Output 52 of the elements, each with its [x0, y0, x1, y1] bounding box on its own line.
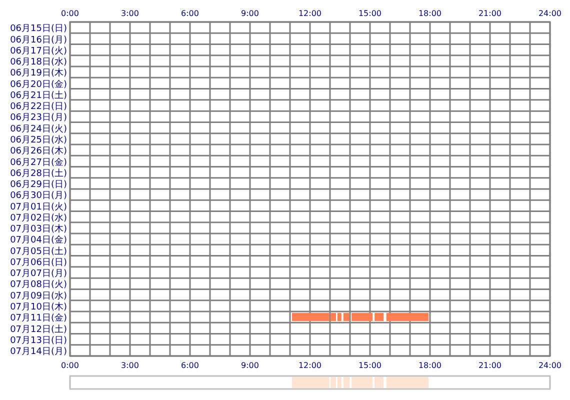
y-tick-label: 07月05日(土)	[10, 246, 67, 257]
y-tick-label: 06月29日(日)	[10, 180, 67, 190]
bar	[386, 377, 429, 388]
x2-tick-label: 15:00	[358, 9, 382, 18]
x-tick-label: 15:00	[358, 361, 382, 370]
y-tick-label: 06月18日(水)	[10, 56, 67, 68]
x2-tick-label: 18:00	[418, 9, 442, 18]
y-tick-label: 06月25日(水)	[10, 134, 67, 146]
x2-tick-label: 21:00	[478, 9, 502, 18]
y-tick-label: 06月28日(土)	[10, 168, 67, 179]
y-tick-label: 06月17日(火)	[10, 45, 67, 56]
y-tick-label: 07月06日(日)	[10, 258, 67, 268]
bar	[343, 377, 350, 388]
y-tick-label: 07月03日(木)	[10, 224, 67, 235]
x-tick-label: 6:00	[181, 361, 199, 370]
x2-tick-label: 12:00	[298, 9, 322, 18]
bar	[352, 377, 373, 388]
y-tick-label: 06月21日(土)	[10, 90, 67, 101]
x2-tick-label: 3:00	[121, 9, 139, 18]
y-tick-label: 06月26日(木)	[10, 146, 67, 157]
y-tick-label: 06月16日(月)	[10, 35, 67, 46]
x2-tick-label: 0:00	[61, 9, 79, 18]
y-tick-label: 06月20日(金)	[10, 78, 67, 90]
y-tick-label: 07月10日(木)	[10, 302, 67, 312]
y-tick-label: 07月02日(水)	[10, 212, 67, 224]
y-tick-label: 07月01日(火)	[10, 201, 67, 212]
x-tick-label: 12:00	[298, 361, 322, 370]
y-tick-label: 06月23日(月)	[10, 113, 67, 124]
x-tick-label: 24:00	[538, 361, 562, 370]
y-tick-label: 06月19日(木)	[10, 68, 67, 79]
y-tick-label: 06月24日(火)	[10, 123, 67, 134]
y-tick-label: 07月07日(月)	[10, 269, 67, 280]
x-tick-label: 21:00	[478, 361, 502, 370]
x2-tick-label: 6:00	[181, 9, 199, 18]
bar	[374, 377, 384, 388]
y-tick-label: 07月11日(金)	[10, 312, 67, 324]
y-tick-label: 07月14日(月)	[10, 347, 67, 358]
x2-tick-label: 9:00	[241, 9, 259, 18]
y-tick-label: 06月15日(日)	[10, 24, 67, 34]
y-tick-label: 06月27日(金)	[10, 156, 67, 168]
x-tick-label: 3:00	[121, 361, 139, 370]
x-tick-label: 18:00	[418, 361, 442, 370]
y-tick-label: 07月13日(日)	[10, 336, 67, 346]
y-tick-label: 07月04日(金)	[10, 234, 67, 246]
y-tick-label: 07月09日(水)	[10, 290, 67, 302]
y-tick-label: 06月30日(月)	[10, 191, 67, 202]
x-tick-label: 0:00	[61, 361, 79, 370]
x-tick-label: 9:00	[241, 361, 259, 370]
y-tick-label: 06月22日(日)	[10, 102, 67, 112]
x2-tick-label: 24:00	[538, 9, 562, 18]
y-tick-label: 07月08日(火)	[10, 279, 67, 290]
y-tick-label: 07月12日(土)	[10, 324, 67, 335]
